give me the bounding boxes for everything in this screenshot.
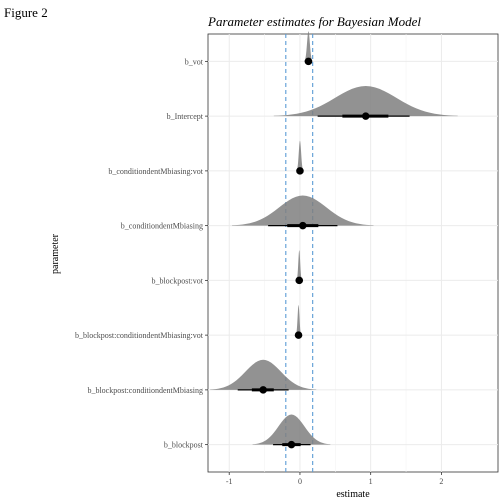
density-shape — [295, 305, 302, 336]
point-estimate — [361, 112, 370, 120]
y-axis-title: parameter — [50, 233, 61, 274]
parameter-marks — [210, 31, 458, 449]
density-shape — [210, 359, 317, 390]
density-shape — [232, 195, 374, 226]
reference-lines — [285, 34, 314, 472]
density-shape — [296, 250, 303, 281]
y-tick-label: b_Intercept — [167, 112, 204, 121]
density-shape — [252, 414, 331, 445]
x-tick-label: -1 — [226, 477, 233, 486]
figure-label: Figure 2 — [4, 5, 48, 20]
density-shape — [273, 86, 458, 117]
y-tick-label: b_blockpost — [164, 441, 204, 450]
x-tick-label: 2 — [439, 477, 443, 486]
density-shape — [304, 31, 313, 62]
y-tick-label: b_conditiondentMbiasing — [121, 222, 203, 231]
y-tick-label: b_blockpost:vot — [151, 276, 203, 285]
x-tick-labels: -1 0 1 2 — [226, 472, 443, 486]
point-estimate — [298, 221, 307, 230]
point-estimate — [294, 331, 303, 339]
y-tick-label: b_blockpost:conditiondentMbiasing:vot — [75, 331, 204, 340]
x-axis-title: estimate — [336, 489, 370, 500]
density-shape — [296, 140, 304, 171]
y-tick-labels: b_vot b_Intercept b_conditiondentMbiasing:… — [75, 57, 208, 450]
panel-border — [207, 33, 499, 473]
x-tick-label: 0 — [298, 477, 302, 486]
x-tick-label: 1 — [369, 477, 373, 486]
plot-panel — [207, 33, 499, 473]
point-estimate — [296, 167, 304, 175]
point-estimate — [304, 57, 313, 66]
chart-title: Parameter estimates for Bayesian Model — [207, 14, 421, 29]
y-tick-label: b_blockpost:conditiondentMbiasing — [87, 386, 203, 395]
point-estimate — [287, 440, 296, 449]
point-estimate — [295, 276, 304, 285]
point-estimate — [259, 386, 267, 394]
y-tick-label: b_vot — [185, 57, 204, 66]
y-tick-label: b_conditiondentMbiasing:vot — [108, 167, 203, 176]
